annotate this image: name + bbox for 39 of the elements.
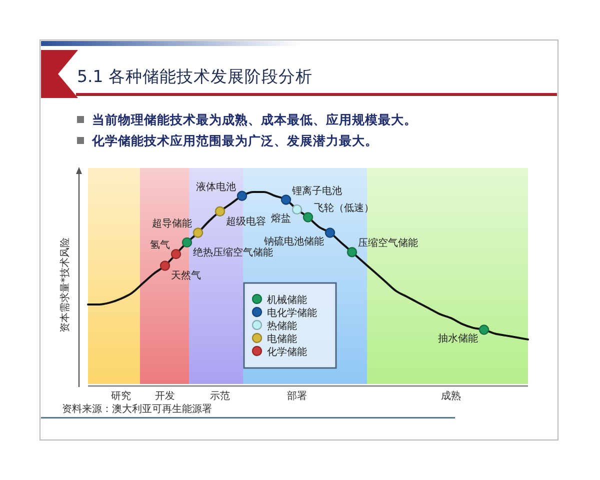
point: [280, 194, 292, 205]
annotation: 天然气: [171, 270, 201, 282]
point: [160, 260, 170, 271]
annotation: 超级电容: [226, 215, 266, 228]
point: [214, 206, 226, 216]
point: [192, 228, 204, 238]
x-tick-label: 部署: [287, 390, 307, 402]
chart-title: 5.1 各种储能技术发展阶段分析: [77, 67, 312, 86]
point: [324, 228, 336, 238]
y-axis-title: 资本需求量*技术风险: [59, 238, 71, 332]
legend-label: 机械储能: [267, 294, 307, 306]
text: 资料来源：澳大利亚可再生能源署: [62, 403, 212, 415]
text: 化学储能技术应用范围最为广泛、发展潜力最大。: [91, 133, 378, 148]
annotation: 液体电池: [196, 180, 236, 193]
annotation: 飞轮（低速）: [314, 202, 374, 214]
legend-label: 化学储能: [267, 346, 307, 358]
point: [182, 237, 192, 248]
legend-label: 电储能: [267, 333, 297, 345]
annotation: 压缩空气储能: [358, 237, 418, 250]
x-tick-label: 成熟: [441, 390, 461, 402]
point: [170, 248, 182, 260]
text: 当前物理储能技术最为成熟、成本最低、应用规模最大。: [92, 112, 417, 127]
annotation: 绝热压缩空气储能: [193, 246, 273, 258]
point: [478, 324, 490, 335]
point: [346, 247, 358, 258]
annotation: 氢气: [150, 239, 170, 252]
annotation: 钠硫电池储能: [263, 236, 324, 248]
annotation: 超导储能: [152, 218, 192, 230]
x-tick-label: 示范: [210, 390, 230, 402]
point: [292, 204, 302, 215]
annotation: 熔盐: [271, 212, 291, 224]
annotation: 锂离子电池: [291, 184, 342, 197]
legend-label: 电化学储能: [267, 307, 317, 319]
point: [236, 190, 248, 201]
legend-label: 热储能: [267, 320, 297, 332]
annotation: 抽水储能: [438, 332, 478, 345]
x-tick-label: 开发: [155, 391, 175, 402]
x-tick-label: 研究: [111, 390, 131, 402]
point: [302, 212, 314, 222]
